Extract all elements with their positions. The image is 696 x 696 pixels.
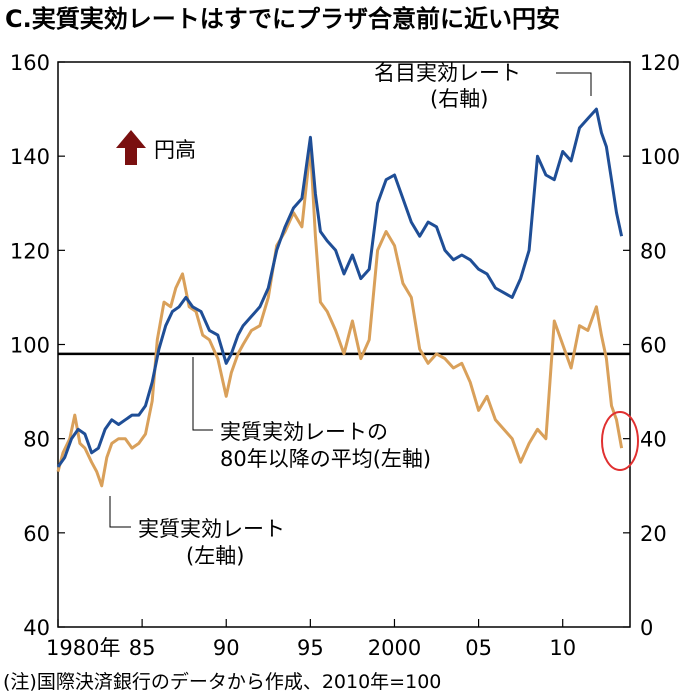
mean-leader-line (192, 357, 213, 431)
y-left-tick-label: 160 (10, 51, 50, 75)
mean-label: 実質実効レートの (220, 420, 388, 444)
real-label: 実質実効レート (138, 517, 285, 541)
y-left-ticks: 40 60 80 100 120 140 160 (10, 51, 65, 640)
series-nominal-line (56, 107, 624, 468)
nominal-leader-line (556, 72, 592, 96)
x-tick-label: 1980年 (46, 636, 120, 660)
y-right-tick-label: 0 (640, 616, 653, 640)
nominal-axis-label: (右軸) (430, 87, 488, 111)
y-right-tick-label: 20 (640, 522, 667, 546)
y-right-tick-label: 100 (640, 145, 680, 169)
x-tick-label: 90 (213, 636, 240, 660)
footnote: (注)国際決済銀行のデータから作成、2010年=100 (3, 671, 441, 693)
series-real-line (56, 145, 624, 488)
y-left-tick-label: 80 (23, 428, 50, 452)
up-arrow-icon (116, 130, 146, 165)
y-left-tick-label: 140 (10, 145, 50, 169)
x-ticks: 1980年 85 90 95 2000 05 10 (46, 619, 576, 660)
y-right-tick-label: 80 (640, 239, 667, 263)
y-left-tick-label: 40 (23, 616, 50, 640)
chart-title: C.実質実効レートはすでにプラザ合意前に近い円安 (5, 5, 560, 33)
nominal-label: 名目実効レート (374, 61, 521, 85)
mean-desc-label: 80年以降の平均(左軸) (220, 447, 431, 471)
x-tick-label: 2000 (368, 636, 421, 660)
y-left-tick-label: 100 (10, 334, 50, 358)
x-tick-label: 10 (549, 636, 576, 660)
highlight-circle (601, 411, 639, 471)
y-left-tick-label: 60 (23, 522, 50, 546)
y-right-tick-label: 120 (640, 51, 680, 75)
y-right-tick-label: 40 (640, 428, 667, 452)
x-tick-label: 95 (297, 636, 324, 660)
y-right-tick-label: 60 (640, 334, 667, 358)
x-tick-label: 05 (465, 636, 492, 660)
y-left-tick-label: 120 (10, 239, 50, 263)
up-label: 円高 (154, 138, 196, 162)
real-leader-line (109, 496, 131, 528)
real-axis-label: (左軸) (186, 544, 244, 568)
y-right-ticks: 0 20 40 60 80 100 120 (623, 51, 680, 640)
x-tick-label: 85 (129, 636, 156, 660)
